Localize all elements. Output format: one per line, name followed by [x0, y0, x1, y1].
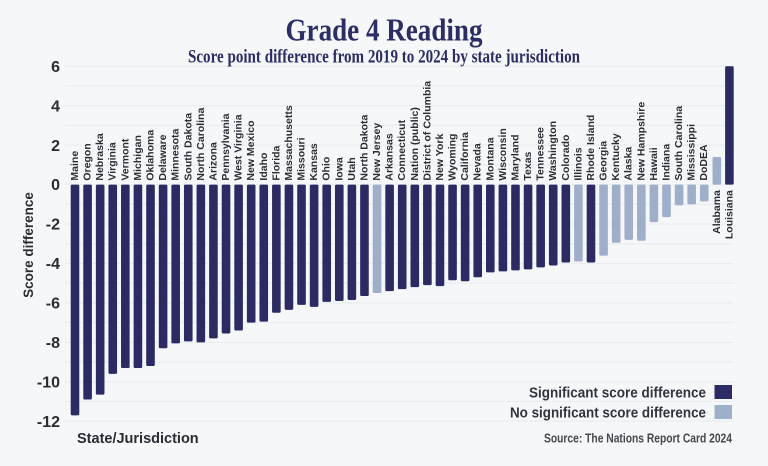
svg-text:-4: -4: [46, 256, 60, 273]
svg-text:Montana: Montana: [484, 137, 496, 180]
svg-text:Utah: Utah: [346, 157, 358, 180]
svg-text:Nevada: Nevada: [472, 143, 484, 181]
svg-text:State/Jurisdiction: State/Jurisdiction: [77, 431, 199, 447]
svg-text:4: 4: [51, 98, 60, 115]
svg-text:Virginia: Virginia: [107, 142, 119, 180]
svg-text:Ohio: Ohio: [321, 157, 333, 181]
svg-text:Missouri: Missouri: [296, 137, 308, 180]
svg-text:Maine: Maine: [69, 151, 81, 181]
svg-text:North Carolina: North Carolina: [195, 108, 207, 181]
svg-text:Grade 4 Reading: Grade 4 Reading: [286, 12, 483, 48]
svg-text:Idaho: Idaho: [258, 153, 270, 181]
svg-text:Massachusetts: Massachusetts: [283, 105, 295, 180]
svg-text:Kansas: Kansas: [308, 143, 320, 181]
svg-text:Hawaii: Hawaii: [648, 147, 660, 180]
svg-text:New Hampshire: New Hampshire: [635, 102, 647, 181]
svg-text:Michigan: Michigan: [132, 135, 144, 181]
svg-text:-12: -12: [37, 414, 60, 431]
svg-text:No significant score differenc: No significant score difference: [510, 405, 706, 422]
svg-text:Minnesota: Minnesota: [170, 129, 182, 181]
svg-text:Delaware: Delaware: [157, 134, 169, 180]
svg-text:-10: -10: [37, 374, 60, 391]
svg-text:Score difference: Score difference: [21, 192, 36, 298]
svg-text:Rhode Island: Rhode Island: [585, 115, 597, 181]
svg-text:Alabama: Alabama: [711, 190, 723, 234]
svg-text:Wyoming: Wyoming: [447, 134, 459, 181]
svg-text:Maryland: Maryland: [509, 134, 521, 180]
svg-text:Score point difference from 20: Score point difference from 2019 to 2024…: [188, 47, 580, 68]
svg-text:Arkansas: Arkansas: [384, 133, 396, 180]
svg-text:0: 0: [51, 177, 60, 194]
svg-text:Colorado: Colorado: [560, 135, 572, 181]
svg-text:Connecticut: Connecticut: [396, 119, 408, 180]
svg-text:6: 6: [51, 59, 60, 76]
svg-text:2: 2: [51, 138, 60, 155]
svg-text:Significant score difference: Significant score difference: [529, 385, 706, 402]
svg-text:Alaska: Alaska: [623, 147, 635, 181]
svg-text:Iowa: Iowa: [333, 157, 345, 180]
svg-text:Oregon: Oregon: [82, 143, 94, 180]
svg-text:New Jersey: New Jersey: [371, 123, 383, 181]
svg-text:Nation (public): Nation (public): [409, 107, 421, 181]
svg-text:Kentucky: Kentucky: [610, 133, 622, 180]
svg-text:Pennsylvania: Pennsylvania: [220, 113, 232, 180]
svg-text:Oklahoma: Oklahoma: [145, 130, 157, 181]
svg-text:Source: The Nations Report Car: Source: The Nations Report Card 2024: [544, 432, 732, 446]
svg-text:Florida: Florida: [270, 145, 282, 180]
svg-text:-6: -6: [46, 296, 60, 313]
svg-text:New York: New York: [434, 134, 446, 181]
svg-text:-2: -2: [46, 217, 60, 234]
svg-text:Washington: Washington: [547, 121, 559, 181]
svg-text:Nebraska: Nebraska: [94, 133, 106, 180]
svg-text:Indiana: Indiana: [661, 144, 673, 181]
svg-text:Texas: Texas: [522, 151, 534, 180]
svg-text:Mississippi: Mississippi: [686, 124, 698, 181]
svg-text:DoDEA: DoDEA: [698, 144, 710, 181]
svg-text:North Dakota: North Dakota: [358, 115, 370, 181]
svg-text:South Dakota: South Dakota: [182, 113, 194, 181]
svg-text:Louisiana: Louisiana: [723, 190, 735, 239]
svg-text:Georgia: Georgia: [598, 141, 610, 181]
svg-text:Illinois: Illinois: [572, 147, 584, 180]
svg-text:Arizona: Arizona: [207, 142, 219, 181]
svg-text:-8: -8: [46, 335, 60, 352]
svg-text:California: California: [459, 132, 471, 181]
svg-text:West Virginia: West Virginia: [233, 114, 245, 180]
svg-text:Vermont: Vermont: [119, 138, 131, 181]
svg-text:Wisconsin: Wisconsin: [497, 128, 509, 180]
svg-text:New Mexico: New Mexico: [245, 120, 257, 180]
svg-text:Tennessee: Tennessee: [535, 127, 547, 181]
svg-text:South Carolina: South Carolina: [673, 106, 685, 181]
svg-text:District of Columbia: District of Columbia: [421, 81, 433, 181]
